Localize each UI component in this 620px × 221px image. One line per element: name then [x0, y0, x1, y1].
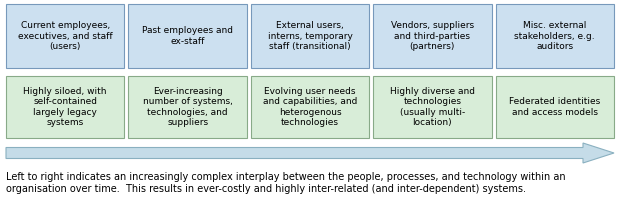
- FancyBboxPatch shape: [6, 4, 125, 68]
- Text: Ever-increasing
number of systems,
technologies, and
suppliers: Ever-increasing number of systems, techn…: [143, 87, 232, 127]
- FancyBboxPatch shape: [251, 4, 369, 68]
- FancyBboxPatch shape: [495, 4, 614, 68]
- FancyBboxPatch shape: [128, 76, 247, 138]
- Text: External users,
interns, temporary
staff (transitional): External users, interns, temporary staff…: [268, 21, 352, 51]
- FancyBboxPatch shape: [373, 76, 492, 138]
- FancyBboxPatch shape: [128, 4, 247, 68]
- Text: Left to right indicates an increasingly complex interplay between the people, pr: Left to right indicates an increasingly …: [6, 172, 565, 194]
- Text: Highly siloed, with
self-contained
largely legacy
systems: Highly siloed, with self-contained large…: [24, 87, 107, 127]
- Text: Federated identities
and access models: Federated identities and access models: [509, 97, 600, 117]
- FancyBboxPatch shape: [6, 76, 125, 138]
- FancyBboxPatch shape: [251, 76, 369, 138]
- Text: Misc. external
stakeholders, e.g.
auditors: Misc. external stakeholders, e.g. audito…: [515, 21, 595, 51]
- Text: Evolving user needs
and capabilities, and
heterogenous
technologies: Evolving user needs and capabilities, an…: [263, 87, 357, 127]
- Polygon shape: [6, 143, 614, 163]
- Text: Current employees,
executives, and staff
(users): Current employees, executives, and staff…: [18, 21, 112, 51]
- Text: Past employees and
ex-staff: Past employees and ex-staff: [142, 26, 233, 46]
- Text: Vendors, suppliers
and third-parties
(partners): Vendors, suppliers and third-parties (pa…: [391, 21, 474, 51]
- FancyBboxPatch shape: [495, 76, 614, 138]
- FancyBboxPatch shape: [373, 4, 492, 68]
- Text: Highly diverse and
technologies
(usually multi-
location): Highly diverse and technologies (usually…: [390, 87, 475, 127]
